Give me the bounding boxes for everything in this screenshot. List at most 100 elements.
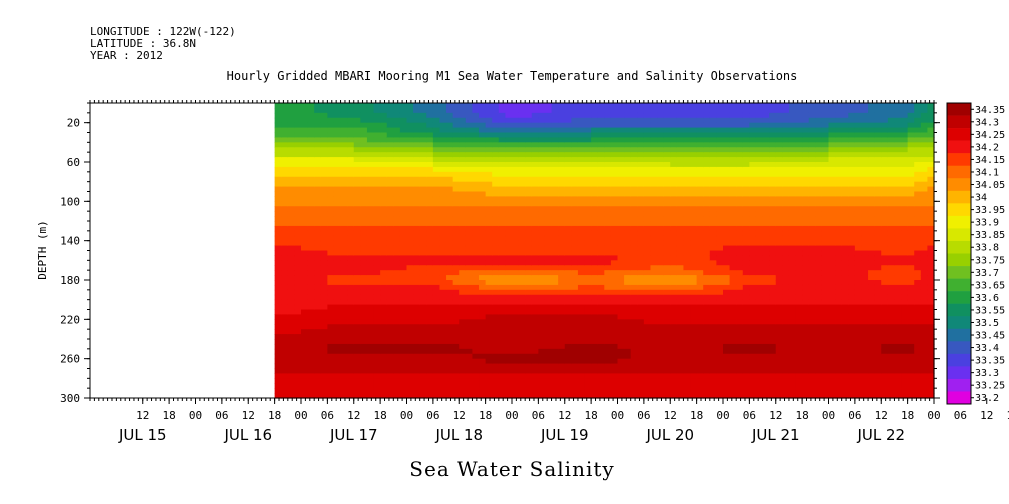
heatmap-cell (419, 235, 427, 242)
heatmap-cell (413, 284, 421, 291)
heatmap-cell (610, 339, 619, 345)
heatmap-cell (413, 221, 421, 227)
heatmap-cell (432, 358, 441, 365)
heatmap-cell (703, 284, 711, 291)
heatmap-cell (696, 255, 704, 261)
heatmap-cell (577, 186, 586, 193)
heatmap-cell (518, 211, 526, 217)
heatmap-cell (386, 299, 394, 306)
heatmap-cell (439, 107, 447, 114)
heatmap-cell (795, 132, 803, 139)
heatmap-cell (294, 176, 302, 183)
heatmap-cell (446, 280, 454, 286)
heatmap-cell (584, 122, 592, 129)
heatmap-cell (366, 201, 375, 207)
heatmap-cell (525, 235, 533, 242)
heatmap-cell (281, 334, 289, 340)
heatmap-cell (353, 221, 361, 227)
heatmap-cell (551, 230, 559, 237)
heatmap-cell (676, 132, 685, 139)
heatmap-cell (558, 378, 566, 384)
heatmap-cell (769, 181, 777, 188)
heatmap-cell (729, 142, 737, 148)
heatmap-cell (492, 230, 500, 237)
heatmap-cell (518, 284, 526, 291)
heatmap-cell (637, 363, 645, 370)
heatmap-cell (327, 260, 335, 266)
heatmap-cell (676, 221, 685, 227)
heatmap-cell (795, 162, 803, 168)
heatmap-cell (736, 314, 744, 320)
heatmap-cell (558, 230, 566, 237)
heatmap-cell (373, 166, 381, 173)
heatmap-cell (591, 343, 599, 350)
heatmap-cell (413, 240, 421, 247)
heatmap-cell (426, 171, 434, 178)
heatmap-cell (294, 235, 302, 242)
heatmap-cell (353, 393, 361, 399)
heatmap-cell (610, 211, 619, 217)
heatmap-cell (736, 201, 744, 207)
heatmap-cell (670, 373, 678, 379)
heatmap-cell (413, 280, 421, 286)
heatmap-cell (386, 289, 394, 296)
heatmap-cell (320, 343, 328, 350)
heatmap-cell (775, 304, 783, 311)
heatmap-cell (571, 393, 579, 399)
heatmap-cell (762, 166, 770, 173)
heatmap-cell (670, 225, 678, 232)
heatmap-cell (696, 186, 704, 193)
heatmap-cell (399, 304, 408, 311)
heatmap-cell (703, 358, 711, 365)
heatmap-cell (630, 201, 638, 207)
heatmap-cell (518, 294, 526, 301)
heatmap-cell (788, 329, 797, 335)
heatmap-cell (446, 132, 454, 139)
heatmap-cell (643, 309, 652, 316)
heatmap-cell (347, 122, 355, 129)
heatmap-cell (333, 280, 342, 286)
heatmap-cell (281, 284, 289, 291)
heatmap-cell (314, 314, 322, 320)
heatmap-cell (465, 294, 474, 301)
heatmap-cell (301, 206, 309, 212)
heatmap-cell (723, 166, 731, 173)
heatmap-cell (485, 260, 493, 266)
heatmap-cell (432, 235, 441, 242)
heatmap-cell (624, 250, 632, 257)
heatmap-cell (452, 373, 460, 379)
heatmap-cell (439, 353, 447, 360)
heatmap-cell (637, 107, 645, 114)
heatmap-cell (729, 270, 737, 276)
heatmap-cell (413, 157, 421, 163)
heatmap-cell (426, 378, 434, 384)
heatmap-cell (518, 245, 526, 252)
heatmap-cell (353, 319, 361, 325)
heatmap-cell (716, 270, 724, 276)
heatmap-cell (327, 166, 335, 173)
heatmap-cell (637, 117, 645, 124)
heatmap-cell (413, 132, 421, 139)
heatmap-cell (274, 211, 282, 217)
heatmap-cell (624, 107, 632, 114)
heatmap-cell (663, 117, 671, 124)
heatmap-cell (505, 339, 513, 345)
heatmap-cell (742, 284, 750, 291)
heatmap-cell (769, 132, 777, 139)
heatmap-cell (670, 280, 678, 286)
heatmap-cell (716, 393, 724, 399)
heatmap-cell (380, 216, 388, 222)
heatmap-cell (762, 117, 770, 124)
heatmap-cell (492, 348, 500, 355)
heatmap-cell (696, 235, 704, 242)
heatmap-cell (795, 348, 803, 355)
heatmap-cell (769, 280, 777, 286)
heatmap-cell (287, 265, 295, 271)
heatmap-cell (479, 255, 487, 261)
heatmap-cell (729, 348, 737, 355)
heatmap-cell (551, 353, 559, 360)
heatmap-cell (472, 383, 480, 389)
heatmap-cell (564, 334, 572, 340)
heatmap-cell (749, 171, 757, 178)
heatmap-cell (544, 348, 553, 355)
